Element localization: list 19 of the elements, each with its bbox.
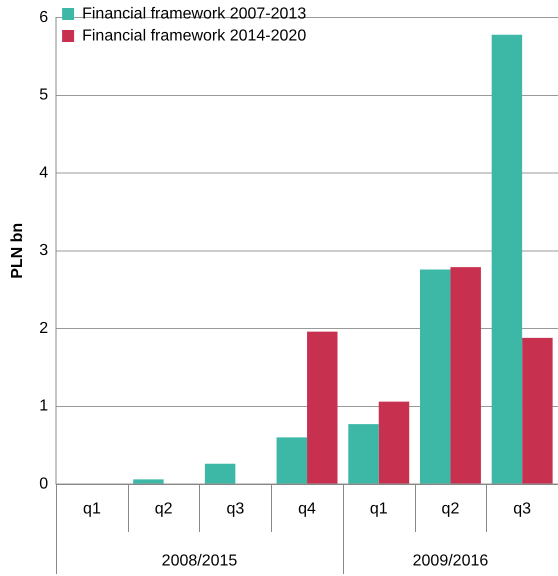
- y-axis-title: PLN bn: [9, 222, 26, 279]
- legend-label: Financial framework 2014-2020: [82, 27, 306, 44]
- y-tick-label: 5: [39, 86, 48, 104]
- y-tick-label: 6: [39, 9, 48, 26]
- x-tick-label: q1: [370, 500, 388, 518]
- y-tick-label: 0: [39, 475, 48, 492]
- x-tick-label: q3: [226, 500, 244, 518]
- x-tick-label: q2: [442, 500, 460, 518]
- text: 2008/2015: [162, 552, 238, 570]
- y-tick-label: 1: [39, 398, 48, 415]
- x-tick-label: q3: [513, 500, 532, 518]
- x-tick-label: q4: [298, 500, 316, 518]
- x-tick-label: q2: [154, 500, 173, 518]
- y-tick-label: 3: [39, 242, 48, 260]
- x-tick-label: q1: [83, 500, 101, 518]
- y-tick-label: 2: [39, 320, 48, 337]
- legend-label: Financial framework 2007-2013: [82, 5, 306, 22]
- y-tick-label: 4: [39, 164, 48, 182]
- text: 2009/2016: [412, 552, 488, 570]
